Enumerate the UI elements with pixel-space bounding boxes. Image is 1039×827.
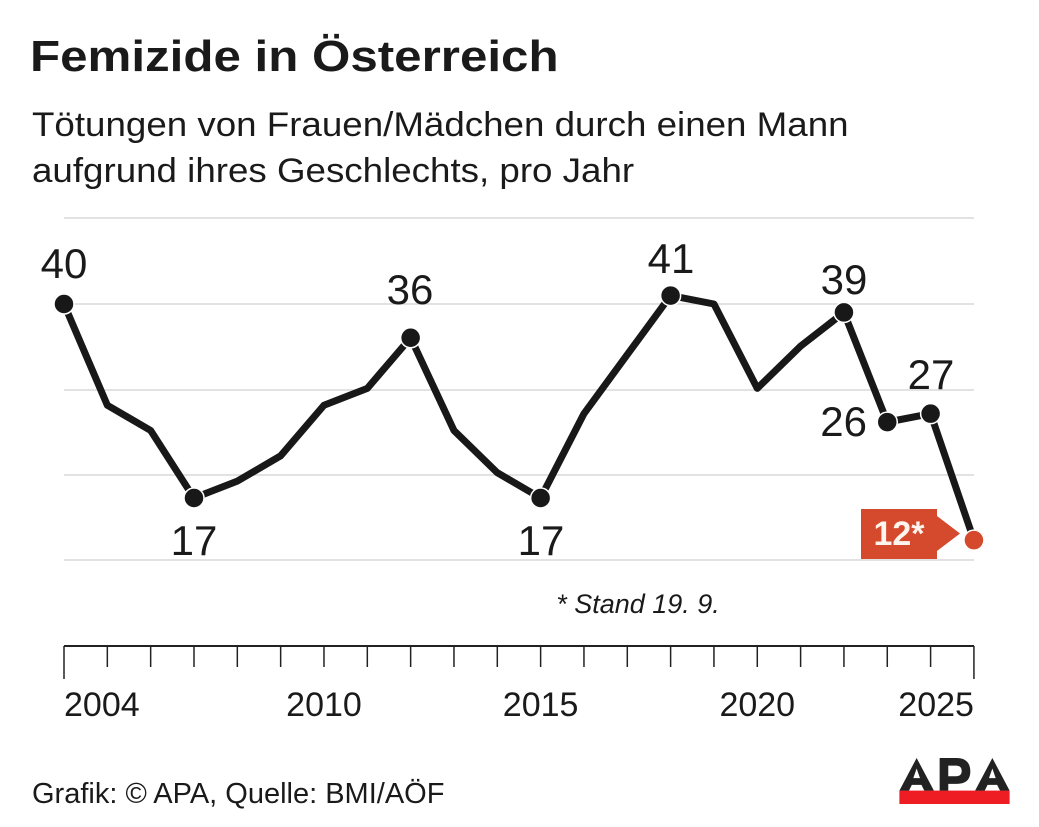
svg-text:2004: 2004 [64,686,140,724]
svg-text:2025: 2025 [898,686,974,724]
svg-text:40: 40 [41,240,88,287]
svg-text:27: 27 [908,351,955,398]
svg-text:17: 17 [171,517,218,564]
svg-text:2010: 2010 [286,686,362,724]
svg-text:41: 41 [648,235,695,282]
svg-text:2015: 2015 [503,686,579,724]
svg-text:39: 39 [821,256,868,303]
svg-text:2020: 2020 [719,686,795,724]
svg-text:17: 17 [518,517,565,564]
svg-text:26: 26 [820,398,867,445]
svg-text:12*: 12* [873,515,925,553]
svg-text:36: 36 [387,266,434,313]
svg-text:* Stand 19. 9.: * Stand 19. 9. [556,589,720,619]
